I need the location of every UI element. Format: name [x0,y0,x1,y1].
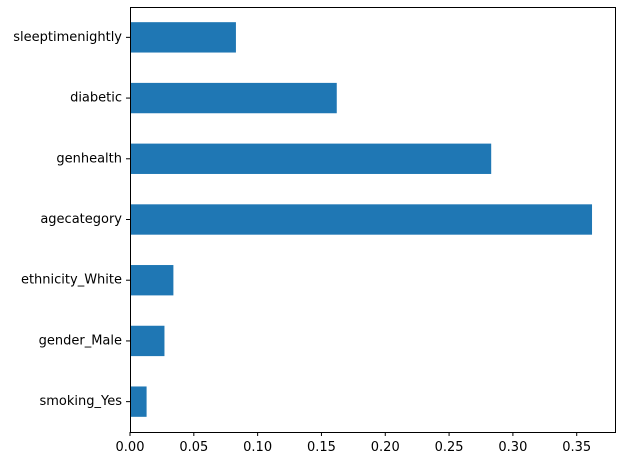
bar-gender_Male [130,325,165,357]
y-tick-label: genhealth [56,151,122,166]
x-tick-label: 0.20 [371,440,400,455]
y-axis-ticks: sleeptimenightly diabetic genhealth agecate… [13,30,130,409]
y-tick-label: gender_Male [39,333,122,348]
x-tick-label: 0.25 [435,440,464,455]
y-tick-label: ethnicity_White [21,273,122,288]
bar-agecategory [130,204,593,235]
bar-sleeptimenightly [130,22,236,53]
bar-ethnicity_White [130,265,174,296]
x-tick-label: 0.30 [498,440,527,455]
y-tick-label: smoking_Yes [39,394,122,409]
y-tick-label: agecategory [40,212,122,227]
x-tick-label: 0.15 [307,440,336,455]
x-axis-ticks: 0.00 0.05 0.10 0.15 0.20 0.25 0.30 0.35 [116,432,591,455]
x-tick-label: 0.35 [562,440,591,455]
y-tick-label: diabetic [70,91,122,106]
bars-layer [130,22,593,417]
bar-smoking_Yes [130,386,147,417]
bar-diabetic [130,82,337,114]
x-tick-label: 0.05 [179,440,208,455]
x-tick-label: 0.10 [243,440,272,455]
y-tick-label: sleeptimenightly [13,30,122,45]
plot-frame [130,7,616,433]
bar-genhealth [130,143,492,174]
x-tick-label: 0.00 [116,440,145,455]
